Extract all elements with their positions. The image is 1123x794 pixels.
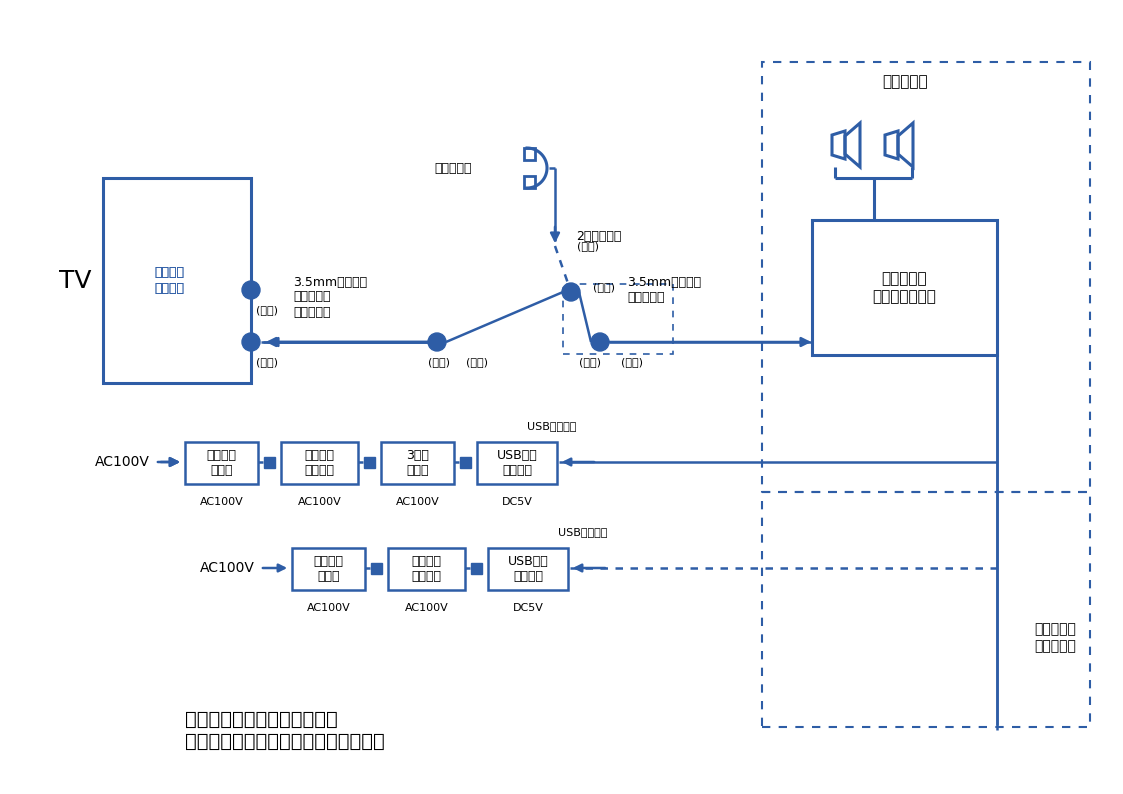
Text: テーブル
タップ: テーブル タップ: [313, 555, 344, 583]
Bar: [381, 442, 454, 484]
Text: AC100V: AC100V: [404, 603, 448, 613]
Bar: [371, 562, 382, 573]
Bar: [763, 62, 1090, 492]
Text: 3.5mmステレオ
ミニプラグ
延長コード: 3.5mmステレオ ミニプラグ 延長コード: [293, 276, 367, 318]
Text: アクティブスピーカーによる
後ろ置きのテレビスピーカーの構成図: アクティブスピーカーによる 後ろ置きのテレビスピーカーの構成図: [185, 710, 385, 751]
Text: (オス): (オス): [256, 305, 279, 315]
Text: USB給電
アダプタ: USB給電 アダプタ: [508, 555, 548, 583]
Bar: [292, 548, 365, 590]
Bar: [489, 548, 568, 590]
Bar: [471, 562, 482, 573]
Bar: [812, 220, 997, 355]
Bar: [185, 442, 258, 484]
Text: ボリューム
コントローラー: ボリューム コントローラー: [873, 272, 937, 303]
Text: AC100V: AC100V: [200, 497, 244, 507]
Text: (オス): (オス): [466, 357, 489, 367]
Text: (メス): (メス): [579, 357, 601, 367]
Text: DC5V: DC5V: [502, 497, 532, 507]
Bar: [364, 457, 374, 468]
Text: 3.5mmステレオ
ミニプラグ: 3.5mmステレオ ミニプラグ: [627, 276, 701, 304]
Text: (オス): (オス): [577, 241, 599, 251]
Bar: [103, 178, 252, 383]
Bar: [459, 457, 471, 468]
Text: (メス): (メス): [593, 282, 615, 292]
Bar: [389, 548, 465, 590]
Text: ヘッドホン: ヘッドホン: [435, 161, 472, 175]
Text: イヤホン
ジャック: イヤホン ジャック: [154, 267, 184, 295]
Text: USBコネクタ: USBコネクタ: [527, 421, 576, 431]
Circle shape: [562, 283, 579, 301]
Text: アクティブ
スピーカー: アクティブ スピーカー: [1034, 622, 1076, 653]
Text: USB給電
アダプタ: USB給電 アダプタ: [496, 449, 538, 477]
Bar: [477, 442, 557, 484]
Bar: [563, 284, 673, 354]
Text: (オス): (オス): [256, 357, 279, 367]
Circle shape: [241, 281, 261, 299]
Circle shape: [428, 333, 446, 351]
Bar: [763, 492, 1090, 727]
Text: AC100V: AC100V: [200, 561, 255, 575]
Text: (オス): (オス): [621, 357, 643, 367]
Text: テーブル
タップ: テーブル タップ: [207, 449, 237, 477]
Text: AC100V: AC100V: [395, 497, 439, 507]
Text: USBコネクタ: USBコネクタ: [558, 527, 608, 537]
Text: イヤホン
ジャック: イヤホン ジャック: [154, 267, 184, 295]
Text: AC100V: AC100V: [95, 455, 149, 469]
Text: 3分岐
タップ: 3分岐 タップ: [407, 449, 429, 477]
Text: スピーカー: スピーカー: [883, 75, 928, 90]
Circle shape: [241, 333, 261, 351]
Text: (メス): (メス): [428, 357, 450, 367]
Text: ダイヤル
タイマー: ダイヤル タイマー: [411, 555, 441, 583]
Bar: [264, 457, 274, 468]
Text: ボタン式
タイマー: ボタン式 タイマー: [304, 449, 335, 477]
Text: AC100V: AC100V: [307, 603, 350, 613]
Text: 2分岐コード: 2分岐コード: [576, 230, 621, 244]
Text: DC5V: DC5V: [512, 603, 544, 613]
Circle shape: [591, 333, 609, 351]
Bar: [281, 442, 358, 484]
Text: AC100V: AC100V: [298, 497, 341, 507]
Text: TV: TV: [58, 268, 91, 292]
